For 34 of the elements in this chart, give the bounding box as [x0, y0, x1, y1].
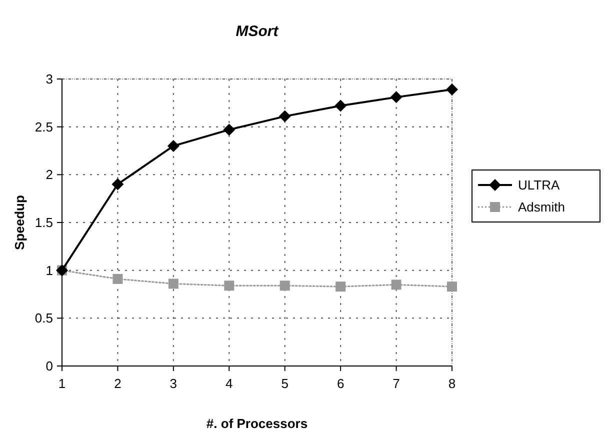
point — [168, 278, 178, 289]
x-tick-label: 7 — [392, 376, 400, 391]
chart-title: MSort — [236, 23, 280, 40]
point — [112, 274, 123, 284]
point — [167, 140, 180, 152]
y-axis-title: Speedup — [12, 195, 27, 250]
point — [280, 280, 290, 291]
point — [278, 110, 291, 122]
x-tick-label: 6 — [336, 376, 344, 391]
legend-label: ULTRA — [518, 178, 560, 193]
y-tick-label: 2.5 — [34, 119, 53, 134]
x-tick-label: 5 — [281, 376, 288, 391]
point — [112, 178, 124, 190]
point — [336, 282, 346, 292]
point — [447, 282, 457, 292]
y-tick-label: 0.5 — [34, 310, 53, 326]
point — [334, 100, 347, 112]
y-tick-label: 3 — [46, 72, 53, 87]
y-tick-label: 0 — [46, 358, 53, 374]
y-tick-label: 1.5 — [34, 215, 53, 230]
legend-label: Adsmith — [518, 200, 565, 215]
x-tick-label: 2 — [114, 376, 122, 391]
x-axis-title: #. of Processors — [206, 416, 308, 431]
x-tick-label: 1 — [58, 376, 66, 391]
point — [391, 280, 402, 290]
point — [223, 124, 236, 136]
y-tick-label: 1 — [46, 262, 53, 278]
x-tick-label: 4 — [226, 376, 233, 391]
y-tick-label: 2 — [46, 167, 53, 182]
x-tick-label: 3 — [170, 376, 178, 391]
x-tick-label: 8 — [448, 376, 456, 391]
point — [224, 280, 234, 291]
point — [390, 91, 402, 104]
point — [446, 84, 458, 96]
